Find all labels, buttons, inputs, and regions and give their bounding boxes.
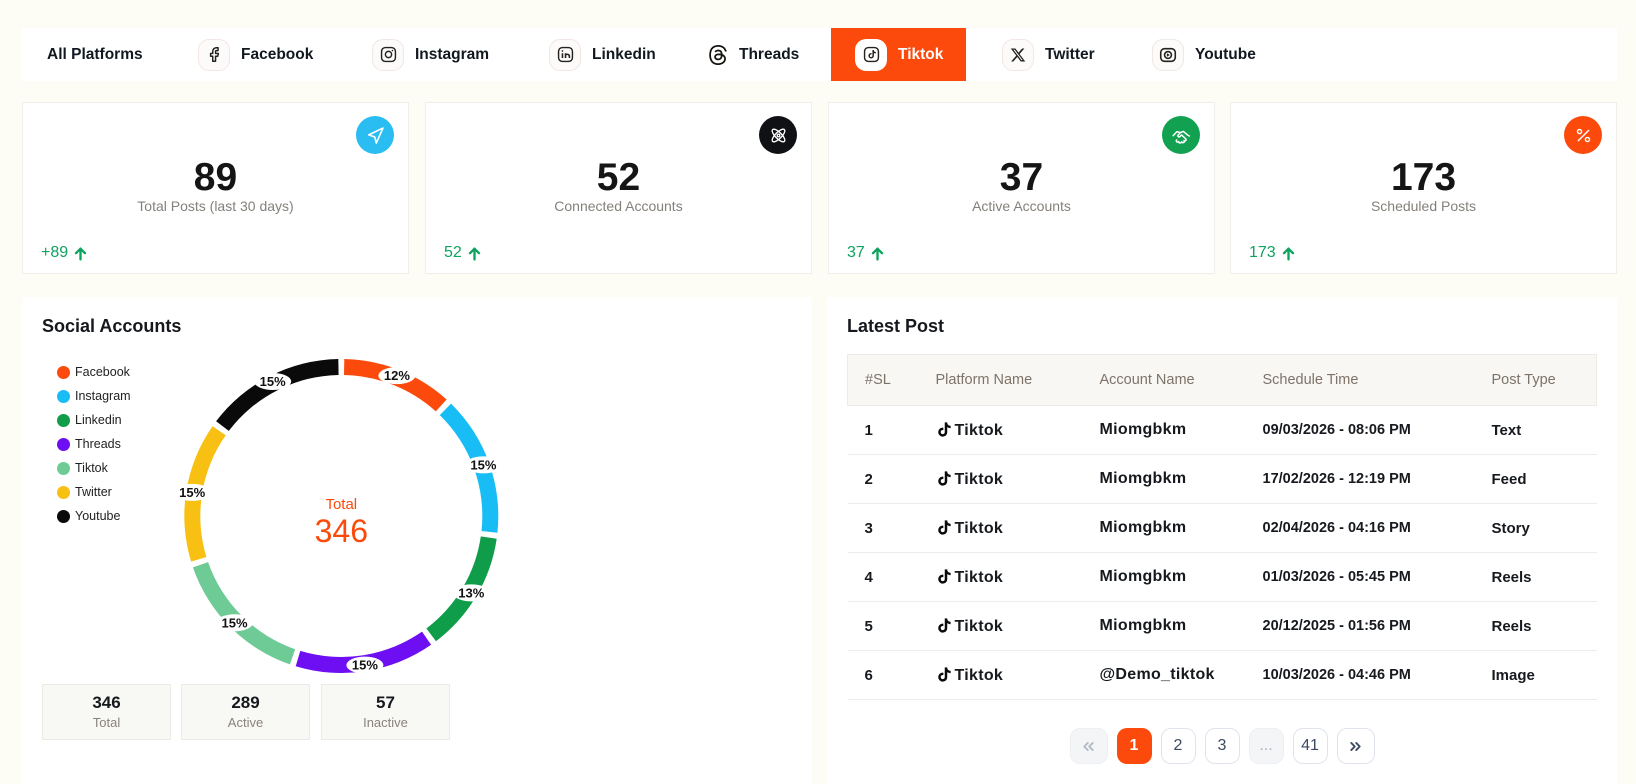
- svg-text:15%: 15%: [179, 485, 205, 500]
- svg-text:12%: 12%: [384, 368, 410, 383]
- svg-text:13%: 13%: [458, 585, 484, 600]
- svg-text:346: 346: [315, 513, 368, 549]
- svg-text:15%: 15%: [352, 658, 378, 673]
- svg-text:15%: 15%: [260, 374, 286, 389]
- svg-text:15%: 15%: [470, 457, 496, 472]
- svg-text:15%: 15%: [221, 615, 247, 630]
- svg-text:Total: Total: [325, 496, 357, 513]
